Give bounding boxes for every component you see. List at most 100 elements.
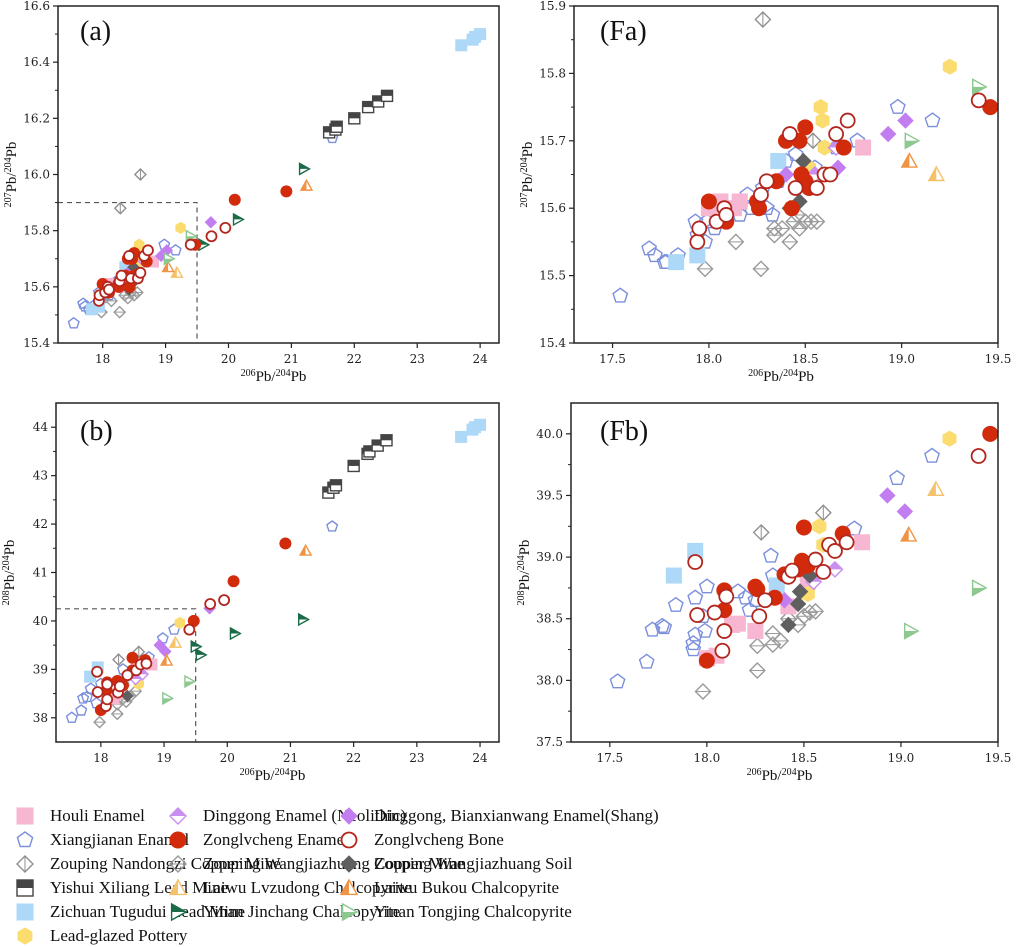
data-point <box>764 206 781 222</box>
data-point <box>115 269 128 282</box>
panel-label: (a) <box>80 16 111 47</box>
data-point <box>731 193 748 210</box>
data-point <box>204 598 217 610</box>
data-point <box>175 221 186 234</box>
data-point <box>455 430 468 443</box>
data-point <box>656 619 673 635</box>
y-tick-label: 15.7 <box>539 134 566 148</box>
legend-marker-icon <box>168 878 188 896</box>
legend-label: Zouping Nandongzi Copper Mine <box>50 854 281 873</box>
panel-label: (Fa) <box>600 16 647 47</box>
y-axis-label: 207Pb/204Pb <box>519 142 537 208</box>
x-axis-label: 206Pb/204Pb <box>241 368 307 386</box>
data-point <box>784 562 801 579</box>
y-tick-label: 40.0 <box>536 427 563 441</box>
data-point <box>696 260 714 278</box>
x-tick-label: 23 <box>409 751 424 765</box>
data-point <box>808 180 825 196</box>
y-tick-label: 39.0 <box>536 550 563 564</box>
data-point <box>348 112 361 125</box>
data-point <box>789 595 807 613</box>
data-point <box>812 518 827 535</box>
data-point <box>689 233 706 250</box>
data-point <box>297 612 311 627</box>
x-tick-label: 20 <box>221 352 236 366</box>
data-point <box>101 678 114 691</box>
data-point <box>942 58 957 75</box>
legend-label: Zonglvcheng Enamel <box>203 830 349 849</box>
data-point <box>347 459 360 473</box>
data-point <box>159 653 174 666</box>
data-point <box>804 132 822 150</box>
data-point <box>121 689 134 703</box>
x-tick-label: 19 <box>158 352 173 366</box>
data-point <box>77 692 90 704</box>
data-point <box>326 520 339 532</box>
data-point <box>110 707 124 721</box>
data-point <box>698 652 715 669</box>
x-tick-label: 18 <box>93 751 108 765</box>
legend-item: Houli Enamel <box>14 805 145 827</box>
y-axis-label: 208Pb/204Pb <box>1 540 19 606</box>
y-tick-label: 39.5 <box>536 488 563 502</box>
legend: Houli Enamel Xiangjianan Enamel Zouping Na… <box>0 802 1034 945</box>
data-point <box>879 125 897 143</box>
y-tick-label: 15.4 <box>539 336 566 350</box>
y-tick-label: 16.6 <box>23 0 50 13</box>
x-tick-label: 24 <box>472 352 488 366</box>
y-tick-label: 39 <box>33 662 48 676</box>
data-point <box>900 152 919 168</box>
axes-frame <box>570 402 999 743</box>
data-point <box>815 112 830 129</box>
data-point <box>879 487 896 504</box>
legend-marker-icon <box>169 855 187 873</box>
data-point <box>474 418 487 431</box>
x-axis-label: 206Pb/204Pb <box>240 767 306 785</box>
data-point <box>665 567 682 584</box>
legend-label: Yinan Jinchang Chalcopyrite <box>203 902 401 921</box>
data-point <box>644 621 661 637</box>
data-point <box>361 100 375 114</box>
x-tick-label: 23 <box>410 352 425 366</box>
data-point <box>330 120 343 133</box>
data-point <box>132 645 146 659</box>
data-point <box>121 669 134 682</box>
data-point <box>822 166 839 183</box>
legend-marker-icon <box>340 807 358 825</box>
data-point <box>161 260 175 273</box>
data-point <box>298 543 313 556</box>
legend-label: Zichuan Tugudui Lead Mine <box>50 902 246 921</box>
data-point <box>826 560 844 578</box>
data-point <box>455 39 468 52</box>
legend-item: Yinan Jinchang Chalcopyrite <box>167 901 400 923</box>
legend-label: Dinggong Enamel (Neolithic) <box>203 806 407 825</box>
data-point <box>162 691 175 706</box>
data-point <box>698 578 715 594</box>
data-point <box>687 626 704 642</box>
data-point <box>113 305 127 319</box>
data-point <box>970 92 987 109</box>
data-point <box>773 219 791 237</box>
data-point <box>142 244 154 257</box>
data-point <box>889 98 906 114</box>
legend-item: Zouping Wangjiazhuang Copper Mine <box>167 853 464 875</box>
data-point <box>163 252 176 266</box>
x-tick-label: 19.5 <box>985 751 1012 765</box>
data-point <box>205 230 218 243</box>
data-point <box>93 715 107 729</box>
data-point <box>668 254 685 271</box>
y-tick-label: 16.4 <box>23 55 50 69</box>
data-point <box>718 207 735 223</box>
x-tick-label: 24 <box>472 751 488 765</box>
data-point <box>227 575 240 588</box>
data-point <box>133 168 147 181</box>
data-point <box>687 589 704 605</box>
legend-marker-icon <box>16 855 34 873</box>
data-point <box>696 622 713 638</box>
data-point <box>641 240 658 256</box>
legend-label: Laiwu Bukou Chalcopyrite <box>374 878 560 897</box>
data-point <box>762 547 779 563</box>
data-point <box>781 126 798 142</box>
markers <box>612 10 999 303</box>
data-point <box>896 503 914 520</box>
